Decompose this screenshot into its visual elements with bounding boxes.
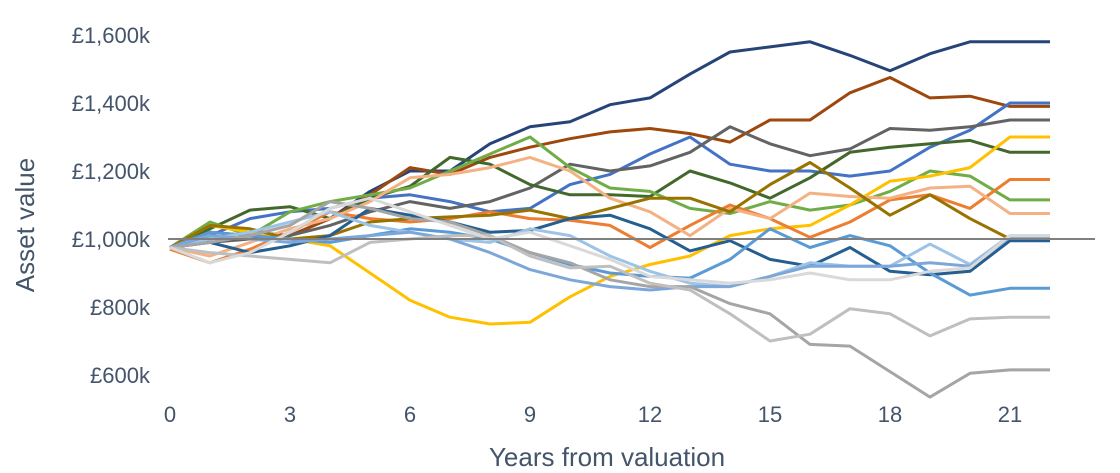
x-tick-label: 6 [404, 402, 416, 427]
series-line-2 [169, 76, 1050, 249]
y-tick-label: £800k [90, 295, 151, 320]
y-axis-tick-labels: £600k £800k £1,000k £1,200k £1,400k £1,600k [72, 23, 151, 388]
series-line-4 [169, 118, 1050, 249]
x-tick-label: 12 [638, 402, 662, 427]
y-axis-title: Asset value [10, 158, 40, 292]
y-tick-label: £600k [90, 363, 151, 388]
series-line-10 [169, 161, 1050, 249]
y-tick-label: £1,000k [72, 227, 151, 252]
x-axis-tick-labels: 0 3 6 9 12 15 18 21 [164, 402, 1022, 427]
x-tick-label: 21 [998, 402, 1022, 427]
x-tick-label: 15 [758, 402, 782, 427]
series-line-14 [169, 230, 1050, 292]
y-tick-label: £1,600k [72, 23, 151, 48]
series-line-6 [169, 135, 1050, 249]
series-lines [169, 40, 1050, 399]
x-tick-label: 18 [878, 402, 902, 427]
x-tick-label: 9 [524, 402, 536, 427]
series-line-7 [169, 135, 1050, 326]
series-line-9 [169, 155, 1050, 258]
x-tick-label: 3 [284, 402, 296, 427]
series-line-15 [169, 200, 1050, 399]
y-tick-label: £1,200k [72, 159, 151, 184]
y-tick-label: £1,400k [72, 91, 151, 116]
series-line-16 [169, 234, 1050, 343]
series-line-8 [169, 178, 1050, 265]
x-tick-label: 0 [164, 402, 176, 427]
x-axis-title: Years from valuation [489, 442, 725, 472]
series-line-17 [169, 196, 1050, 285]
